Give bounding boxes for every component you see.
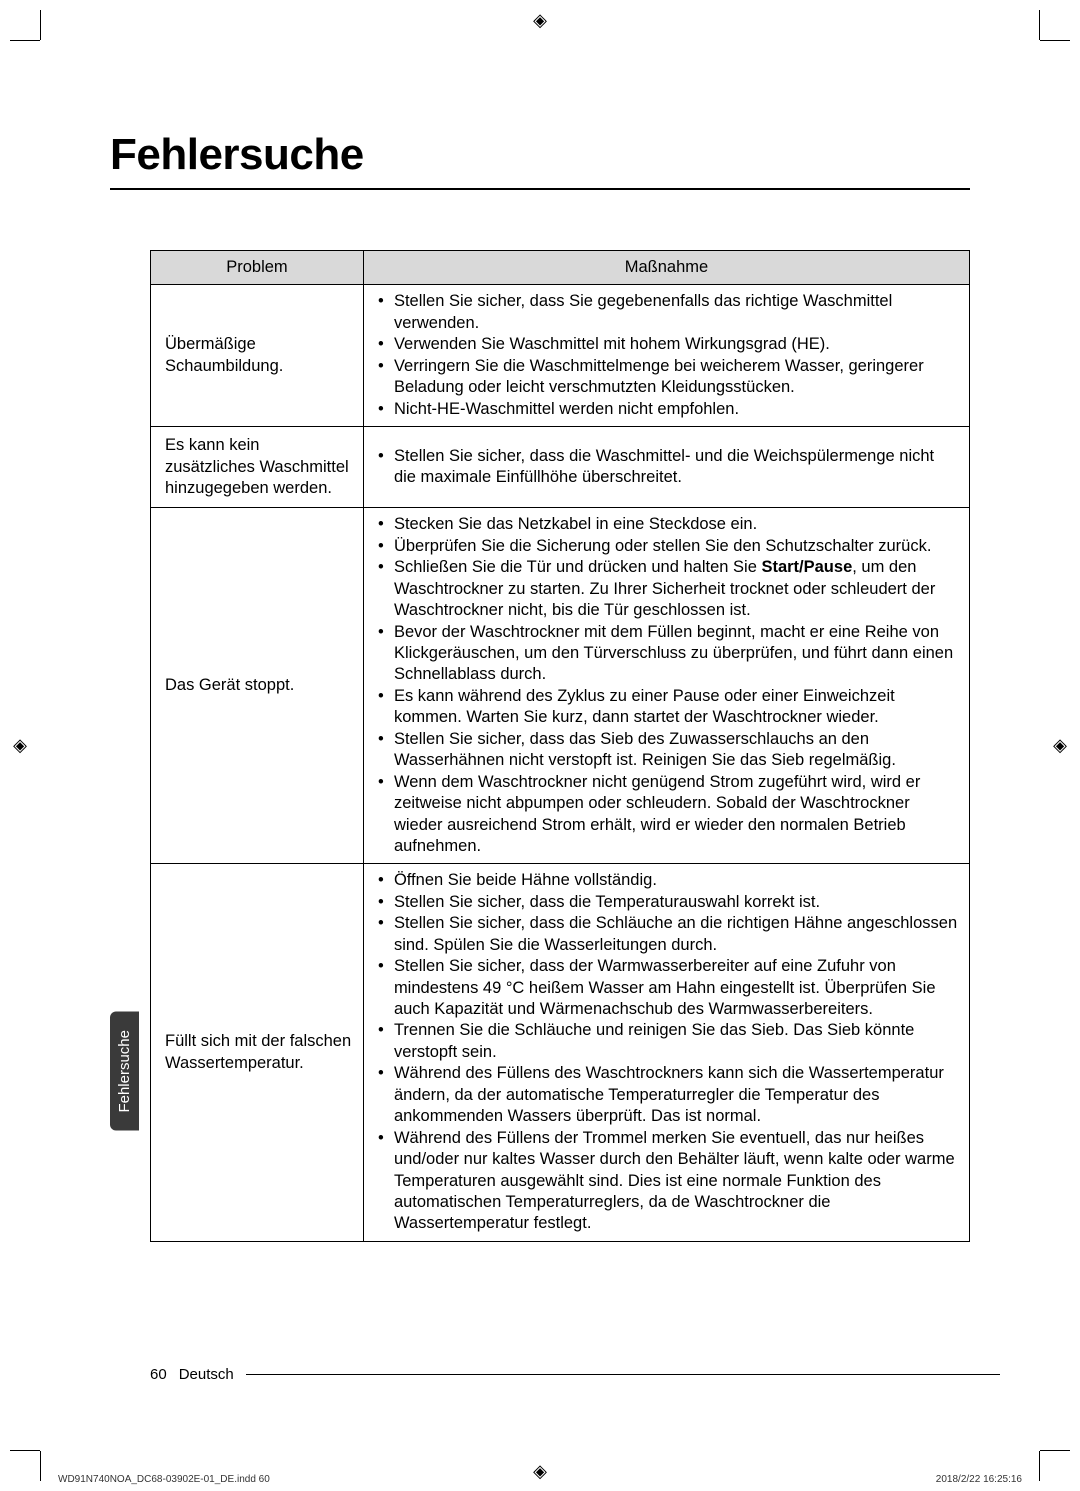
problem-cell: Füllt sich mit der falschen Wassertemper…: [151, 864, 364, 1241]
footer-language: Deutsch: [179, 1366, 234, 1383]
troubleshoot-table: Problem Maßnahme Übermäßige Schaumbildun…: [150, 250, 970, 1242]
table-row: Füllt sich mit der falschen Wassertemper…: [151, 864, 970, 1241]
problem-cell: Das Gerät stoppt.: [151, 508, 364, 864]
print-footer-left: WD91N740NOA_DC68-03902E-01_DE.indd 60: [58, 1474, 270, 1485]
measure-item: Schließen Sie die Tür und drücken und ha…: [376, 557, 959, 621]
measure-list: Stecken Sie das Netzkabel in eine Steckd…: [376, 514, 959, 857]
footer-rule: [246, 1374, 1000, 1375]
registration-mark-left: [10, 736, 30, 756]
measure-list: Stellen Sie sicher, dass die Waschmittel…: [376, 446, 959, 489]
measure-item: Stellen Sie sicher, dass die Waschmittel…: [376, 446, 959, 489]
problem-cell: Es kann kein zusätzliches Waschmittel hi…: [151, 427, 364, 508]
measure-item: Bevor der Waschtrockner mit dem Füllen b…: [376, 622, 959, 686]
measure-item: Während des Füllens der Trommel merken S…: [376, 1128, 959, 1235]
print-footer: WD91N740NOA_DC68-03902E-01_DE.indd 60 20…: [58, 1474, 1022, 1485]
footer-page-number: 60: [150, 1366, 167, 1383]
measure-item: Es kann während des Zyklus zu einer Paus…: [376, 686, 959, 729]
measure-item: Während des Füllens des Waschtrockners k…: [376, 1063, 959, 1127]
page-footer: 60 Deutsch: [150, 1366, 1000, 1383]
measure-list: Stellen Sie sicher, dass Sie gegebenenfa…: [376, 291, 959, 420]
measure-cell: Stellen Sie sicher, dass Sie gegebenenfa…: [363, 285, 969, 427]
problem-cell: Übermäßige Schaumbildung.: [151, 285, 364, 427]
title-underline: [110, 188, 970, 190]
registration-mark-right: [1050, 736, 1070, 756]
page-title: Fehlersuche: [110, 130, 970, 180]
section-tab: Fehlersuche: [110, 1012, 139, 1131]
measure-item: Nicht-HE-Waschmittel werden nicht empfoh…: [376, 399, 959, 420]
measure-cell: Öffnen Sie beide Hähne vollständig.Stell…: [363, 864, 969, 1241]
measure-item: Öffnen Sie beide Hähne vollständig.: [376, 870, 959, 891]
print-footer-right: 2018/2/22 16:25:16: [936, 1474, 1022, 1485]
measure-item: Stellen Sie sicher, dass das Sieb des Zu…: [376, 729, 959, 772]
measure-item: Stellen Sie sicher, dass der Warmwasserb…: [376, 956, 959, 1020]
table-row: Übermäßige Schaumbildung. Stellen Sie sic…: [151, 285, 970, 427]
measure-item: Stecken Sie das Netzkabel in eine Steckd…: [376, 514, 959, 535]
measure-item: Wenn dem Waschtrockner nicht genügend St…: [376, 772, 959, 858]
measure-item: Trennen Sie die Schläuche und reinigen S…: [376, 1020, 959, 1063]
measure-item: Überprüfen Sie die Sicherung oder stelle…: [376, 536, 959, 557]
measure-item: Verringern Sie die Waschmittelmenge bei …: [376, 356, 959, 399]
measure-cell: Stellen Sie sicher, dass die Waschmittel…: [363, 427, 969, 508]
measure-item: Verwenden Sie Waschmittel mit hohem Wirk…: [376, 334, 959, 355]
table-row: Es kann kein zusätzliches Waschmittel hi…: [151, 427, 970, 508]
measure-cell: Stecken Sie das Netzkabel in eine Steckd…: [363, 508, 969, 864]
measure-list: Öffnen Sie beide Hähne vollständig.Stell…: [376, 870, 959, 1234]
measure-item: Stellen Sie sicher, dass die Temperatura…: [376, 892, 959, 913]
col-header-problem: Problem: [151, 251, 364, 285]
table-row: Das Gerät stoppt. Stecken Sie das Netzkab…: [151, 508, 970, 864]
measure-item: Stellen Sie sicher, dass Sie gegebenenfa…: [376, 291, 959, 334]
registration-mark-top: [530, 10, 550, 30]
page-content: Fehlersuche Problem Maßnahme Übermäßige …: [60, 60, 1020, 1431]
col-header-measure: Maßnahme: [363, 251, 969, 285]
content-area: Problem Maßnahme Übermäßige Schaumbildun…: [150, 250, 970, 1242]
measure-item: Stellen Sie sicher, dass die Schläuche a…: [376, 913, 959, 956]
